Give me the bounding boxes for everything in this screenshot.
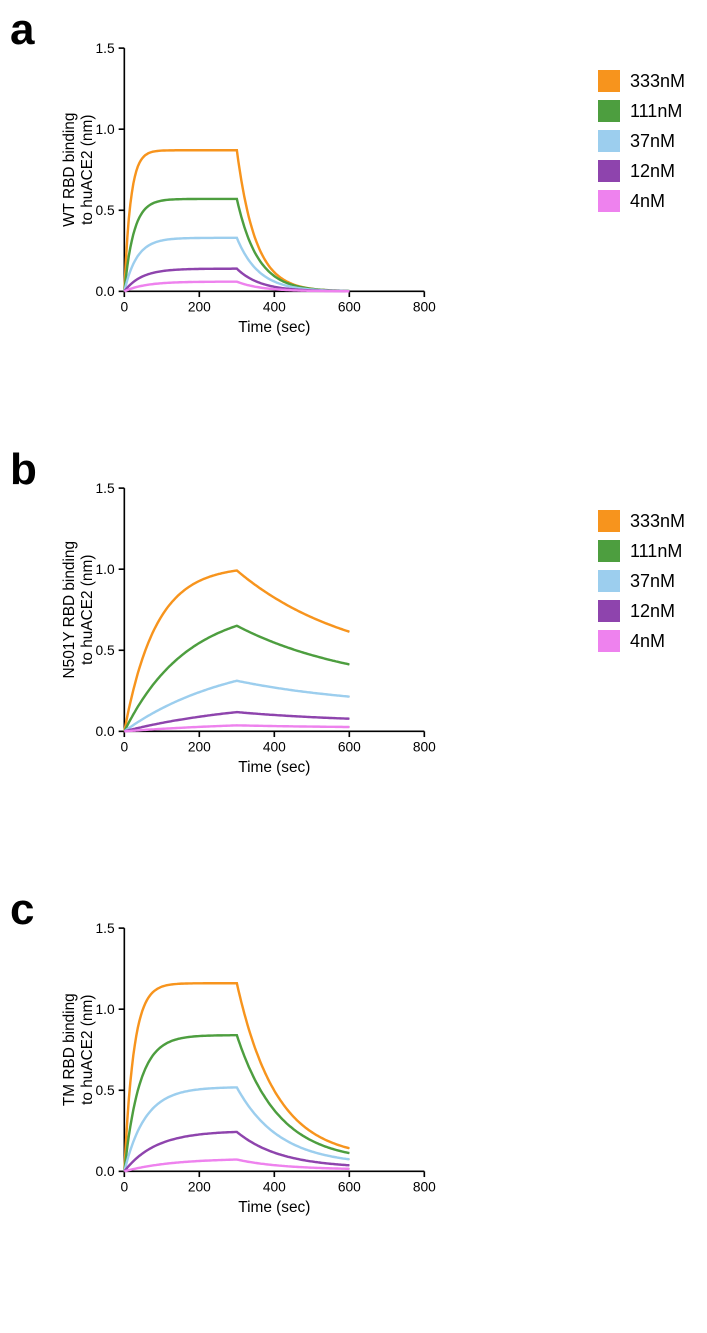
legend-item: 111nM: [598, 100, 685, 122]
svg-text:400: 400: [263, 740, 286, 755]
legend-swatch: [598, 630, 620, 652]
plot-c: 02004006008000.00.51.01.5Time (sec)TM RB…: [65, 920, 435, 1220]
legend-label: 12nM: [630, 161, 675, 182]
svg-text:0.0: 0.0: [95, 1164, 114, 1179]
svg-text:400: 400: [263, 1180, 286, 1195]
legend-swatch: [598, 600, 620, 622]
svg-text:1.5: 1.5: [95, 921, 114, 936]
legend-label: 4nM: [630, 631, 665, 652]
legend-label: 111nM: [630, 541, 682, 562]
legend-item: 12nM: [598, 160, 685, 182]
svg-text:200: 200: [188, 300, 211, 315]
svg-text:800: 800: [413, 300, 436, 315]
legend-swatch: [598, 130, 620, 152]
legend-item: 37nM: [598, 130, 685, 152]
svg-text:800: 800: [413, 740, 436, 755]
svg-text:600: 600: [338, 300, 361, 315]
svg-text:0: 0: [120, 1180, 128, 1195]
svg-text:1.0: 1.0: [95, 1002, 114, 1017]
legend-label: 333nM: [630, 71, 685, 92]
svg-text:0.0: 0.0: [95, 284, 114, 299]
legend-label: 111nM: [630, 101, 682, 122]
legend-swatch: [598, 190, 620, 212]
legend-item: 111nM: [598, 540, 685, 562]
legend-item: 12nM: [598, 600, 685, 622]
legend-swatch: [598, 160, 620, 182]
legend-label: 4nM: [630, 191, 665, 212]
svg-text:Time (sec): Time (sec): [238, 319, 310, 336]
legend-item: 37nM: [598, 570, 685, 592]
panel-label-a: a: [10, 5, 34, 55]
legend-label: 333nM: [630, 511, 685, 532]
panel-label-b: b: [10, 445, 37, 495]
panel-c: c 02004006008000.00.51.01.5Time (sec)TM …: [55, 890, 695, 1320]
svg-text:0: 0: [120, 300, 128, 315]
svg-text:200: 200: [188, 740, 211, 755]
svg-text:1.5: 1.5: [95, 41, 114, 56]
legend-label: 37nM: [630, 131, 675, 152]
svg-text:400: 400: [263, 300, 286, 315]
svg-text:600: 600: [338, 740, 361, 755]
legend-a: 333nM 111nM 37nM 12nM 4nM: [598, 70, 685, 220]
plot-a: 02004006008000.00.51.01.5Time (sec)WT RB…: [65, 40, 435, 340]
svg-text:N501Y RBD bindingto huACE2 (nm: N501Y RBD bindingto huACE2 (nm): [61, 541, 96, 678]
legend-item: 333nM: [598, 70, 685, 92]
svg-text:TM RBD bindingto huACE2 (nm): TM RBD bindingto huACE2 (nm): [61, 993, 96, 1106]
legend-swatch: [598, 70, 620, 92]
legend-label: 37nM: [630, 571, 675, 592]
svg-text:0.5: 0.5: [95, 1083, 114, 1098]
svg-text:Time (sec): Time (sec): [238, 759, 310, 776]
svg-text:200: 200: [188, 1180, 211, 1195]
legend-swatch: [598, 100, 620, 122]
svg-text:800: 800: [413, 1180, 436, 1195]
svg-text:1.0: 1.0: [95, 562, 114, 577]
svg-text:1.0: 1.0: [95, 122, 114, 137]
legend-item: 333nM: [598, 510, 685, 532]
legend-swatch: [598, 570, 620, 592]
plot-b: 02004006008000.00.51.01.5Time (sec)N501Y…: [65, 480, 435, 780]
legend-item: 4nM: [598, 630, 685, 652]
svg-text:0.5: 0.5: [95, 643, 114, 658]
panel-label-c: c: [10, 885, 34, 935]
legend-b: 333nM 111nM 37nM 12nM 4nM: [598, 510, 685, 660]
legend-swatch: [598, 510, 620, 532]
svg-text:WT RBD bindingto huACE2 (nm): WT RBD bindingto huACE2 (nm): [61, 113, 96, 227]
svg-text:0: 0: [120, 740, 128, 755]
panel-a: a 02004006008000.00.51.01.5Time (sec)WT …: [55, 10, 695, 440]
svg-text:1.5: 1.5: [95, 481, 114, 496]
svg-text:600: 600: [338, 1180, 361, 1195]
panel-b: b 02004006008000.00.51.01.5Time (sec)N50…: [55, 450, 695, 880]
legend-label: 12nM: [630, 601, 675, 622]
svg-text:0.0: 0.0: [95, 724, 114, 739]
svg-text:Time (sec): Time (sec): [238, 1199, 310, 1216]
legend-swatch: [598, 540, 620, 562]
legend-item: 4nM: [598, 190, 685, 212]
svg-text:0.5: 0.5: [95, 203, 114, 218]
